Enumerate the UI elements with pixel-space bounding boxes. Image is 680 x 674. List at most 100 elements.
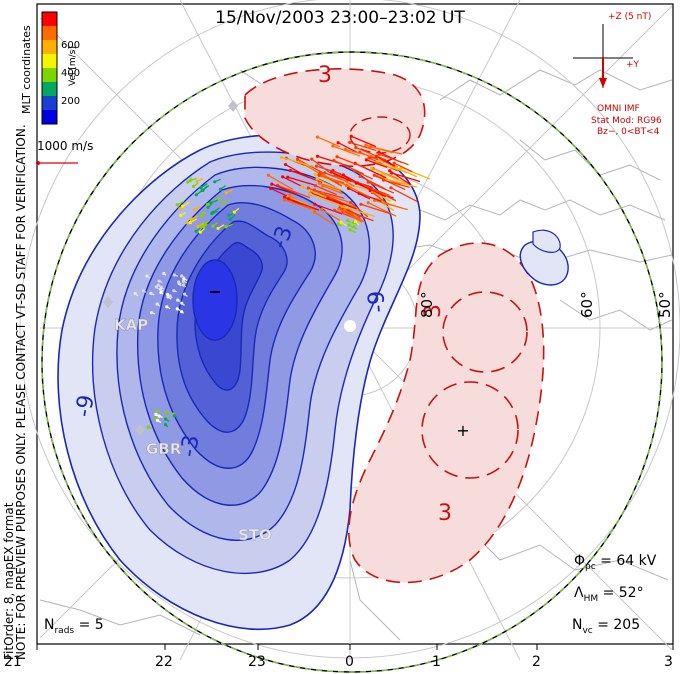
velocity-vector — [322, 192, 350, 203]
velocity-vector-origin — [166, 295, 170, 299]
contour-label: -3 — [176, 433, 204, 459]
velocity-vector-origin — [191, 184, 196, 189]
heppner-maynard-latitude: ΛHM = 52° — [574, 585, 644, 604]
velocity-vector-origin — [175, 203, 179, 207]
velocity-vector — [336, 156, 366, 169]
velocity-vector-origin — [317, 171, 322, 175]
velocity-vector-origin — [172, 414, 176, 418]
velocity-vector-origin — [364, 158, 368, 162]
velocity-vector-origin — [146, 425, 150, 429]
velocity-vector-origin — [270, 182, 274, 186]
mlt-tick-label: 23 — [248, 654, 266, 670]
velocity-vector — [281, 156, 314, 168]
velocity-vector — [271, 183, 298, 195]
velocity-vector-origin — [283, 162, 288, 167]
colorbar-label: Vel [m/s] — [68, 46, 78, 86]
velocity-vector-origin — [178, 207, 182, 211]
velocity-vector — [371, 167, 400, 181]
velocity-vector — [321, 208, 341, 221]
latitude-label-60: 60° — [578, 291, 596, 318]
velocity-vector-origin — [315, 177, 319, 181]
velocity-vector-origin — [308, 192, 312, 196]
preview-note: NOTE: FOR PREVIEW PURPOSES ONLY. PLEASE … — [14, 124, 28, 660]
velocity-vector-origin — [221, 201, 225, 206]
velocity-vector-origin — [366, 201, 370, 205]
phi-value: = 64 kV — [600, 553, 657, 569]
velocity-vector — [335, 175, 355, 187]
velocity-vector-origin — [195, 179, 199, 183]
velocity-vector — [287, 176, 316, 186]
velocity-vector — [376, 155, 397, 168]
velocity-vector — [287, 196, 314, 208]
velocity-vector-origin — [318, 181, 322, 185]
velocity-vector-origin — [323, 171, 327, 175]
velocity-vector-origin — [320, 207, 324, 212]
velocity-vector — [316, 178, 344, 192]
velocity-vector — [395, 166, 418, 178]
velocity-vector-origin — [177, 280, 181, 284]
velocity-vector-origin — [155, 302, 159, 306]
coordinates-label: MLT coordinates — [20, 25, 33, 114]
velocity-vector-origin — [353, 169, 357, 173]
velocity-vector — [314, 189, 345, 199]
velocity-vector-origin — [181, 283, 186, 287]
velocity-vector-origin — [370, 166, 374, 170]
velocity-vector — [359, 175, 386, 190]
velocity-vector — [354, 170, 374, 180]
map-title: 15/Nov/2003 23:00–23:02 UT — [215, 8, 465, 28]
velocity-vector-origin — [288, 168, 292, 173]
velocity-vector — [343, 174, 365, 187]
velocity-vector-origin — [340, 204, 344, 209]
velocity-vector-origin — [300, 185, 304, 189]
velocity-vector-origin — [295, 157, 300, 161]
velocity-vector — [282, 176, 304, 188]
velocity-vector-origin — [157, 414, 161, 418]
velocity-vector-origin — [372, 173, 376, 177]
latitude-labels: 80° 60° 50° — [418, 291, 674, 318]
velocity-vector-origin — [232, 210, 236, 214]
velocity-vector-origin — [314, 164, 319, 168]
velocity-vector-origin — [182, 292, 187, 296]
velocity-vector-origin — [354, 145, 358, 150]
velocity-vector-origin — [216, 226, 220, 231]
positive-potential-cell: + — [244, 68, 545, 584]
velocity-vector-origin — [149, 291, 153, 296]
velocity-vector — [355, 146, 387, 161]
velocity-vector-origin — [205, 203, 210, 207]
velocity-vector-origin — [343, 147, 347, 152]
radar-label-gbr: GBR — [146, 440, 182, 458]
velocity-vector — [284, 199, 317, 211]
lambda-subscript: HM — [583, 593, 599, 604]
velocity-vector — [333, 159, 364, 175]
radar-sites: KAP GBR STO — [103, 100, 272, 544]
velocity-vector-origin — [153, 416, 157, 420]
velocity-vector-origin — [343, 208, 347, 212]
velocity-vector-origin — [280, 155, 284, 160]
velocity-vector — [285, 163, 310, 179]
velocity-vector — [376, 162, 402, 172]
contour-label: 3 — [318, 63, 332, 88]
velocity-vector — [277, 184, 311, 199]
velocity-vector — [311, 158, 331, 174]
velocity-vector-origin — [364, 143, 368, 147]
velocity-vector — [390, 187, 418, 203]
velocity-vector-origin — [349, 201, 353, 205]
colorbar-segment — [42, 54, 57, 69]
velocity-vector-origin — [162, 271, 166, 276]
cross-polar-potential: Φpc = 64 kV — [574, 553, 656, 572]
velocity-vector-origin — [389, 186, 393, 190]
colorbar-segment — [42, 82, 57, 97]
velocity-vector — [341, 205, 375, 218]
colorbar-tick: 400 — [61, 68, 81, 79]
velocity-vector — [345, 148, 376, 158]
velocity-vector — [393, 162, 413, 173]
velocity-vector — [338, 208, 363, 223]
velocity-vector-origin — [332, 208, 337, 212]
velocity-vector-origin — [193, 208, 197, 212]
colorbar-frame — [41, 11, 58, 125]
velocity-vector — [349, 141, 377, 152]
velocity-vector — [344, 209, 366, 223]
velocity-vector — [374, 199, 408, 211]
velocity-vector — [346, 184, 369, 197]
